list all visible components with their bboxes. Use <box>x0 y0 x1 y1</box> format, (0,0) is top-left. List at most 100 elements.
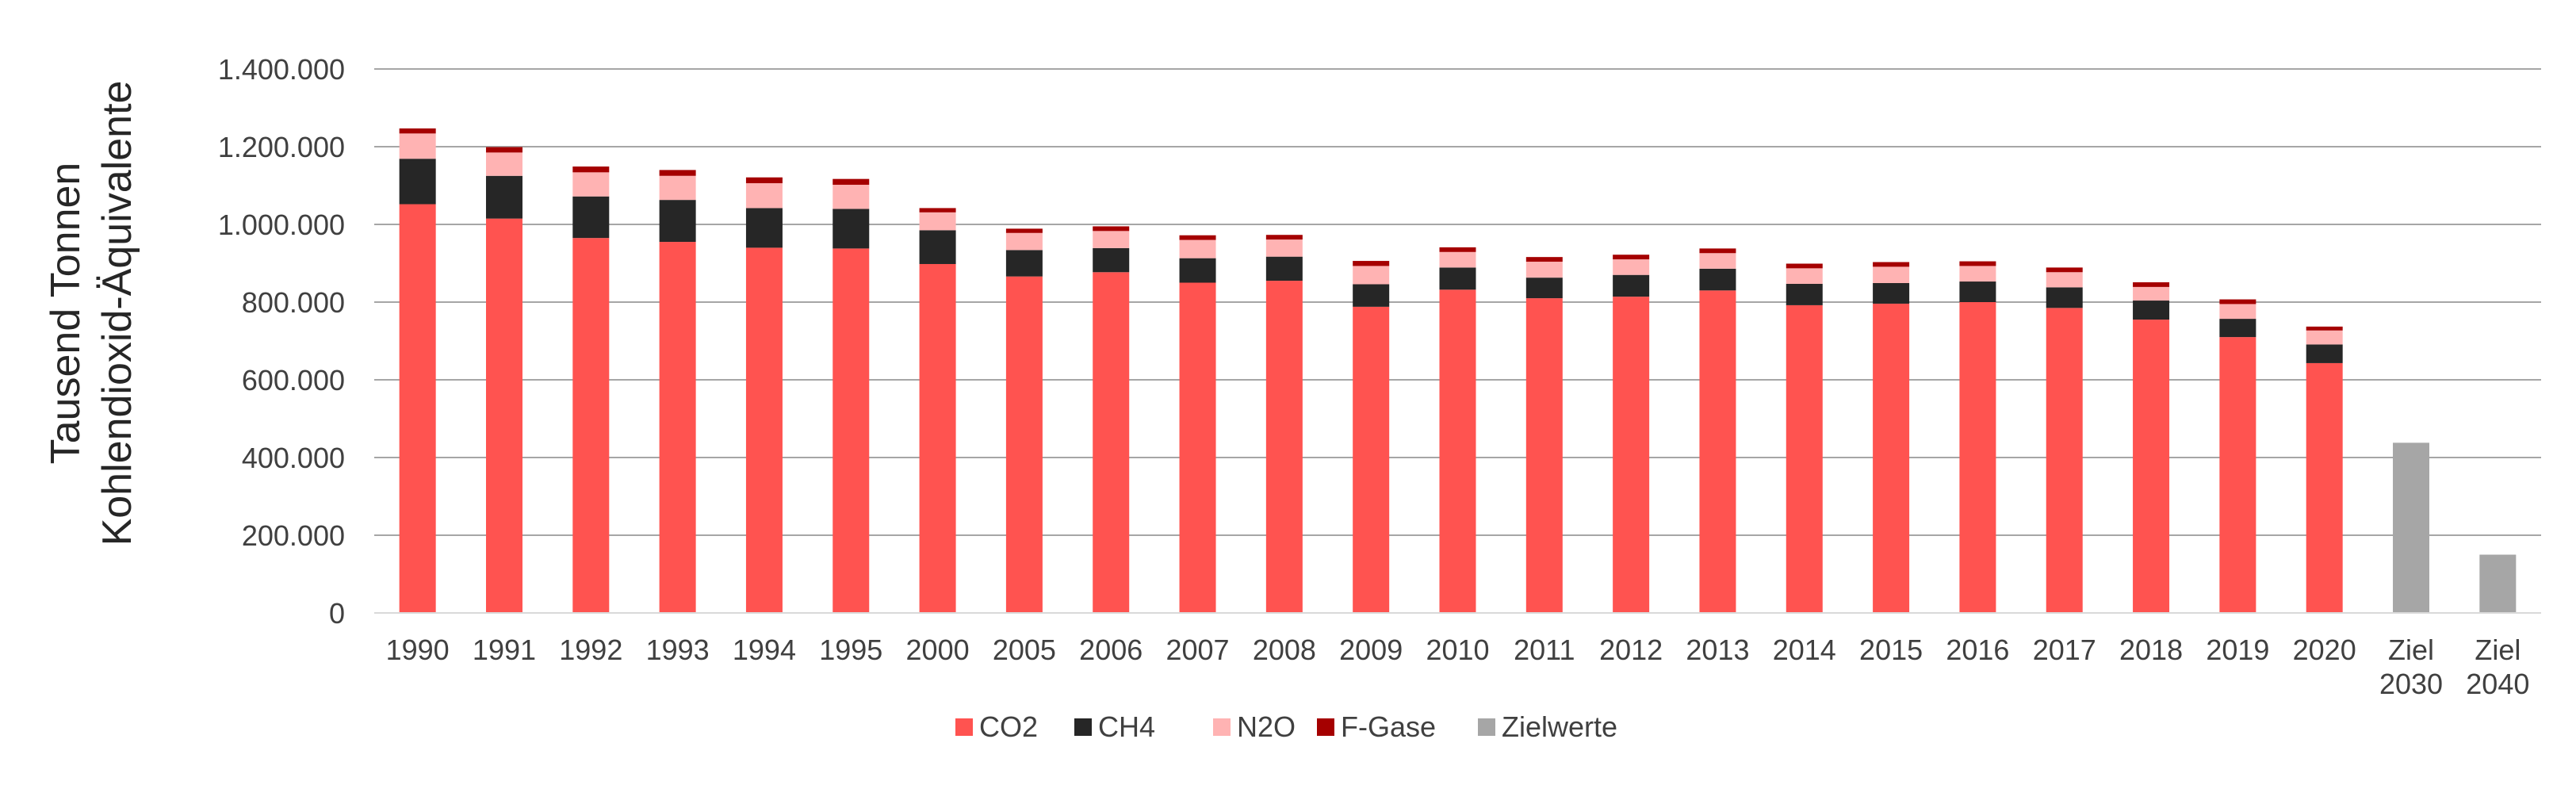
bar-segment-n2o <box>1699 253 1736 269</box>
bar-segment-co2 <box>2219 337 2256 613</box>
bar-segment-n2o <box>1005 232 1043 251</box>
bar-segment-zielwerte <box>2393 442 2430 613</box>
legend-label: CH4 <box>1098 710 1155 743</box>
x-tick-label: 1990 <box>386 634 450 666</box>
bar-segment-f-gase <box>1873 262 1910 267</box>
x-tick-label: 2009 <box>1339 634 1403 666</box>
bar-segment-n2o <box>572 172 610 197</box>
x-tick-label: 2010 <box>1426 634 1489 666</box>
x-tick-label: 2018 <box>2119 634 2183 666</box>
x-axis-tick-labels: 1990 1991 1992 1993 1994 1995 2000 2005 2006 2007… <box>386 634 2530 700</box>
bar-segment-n2o <box>745 183 783 209</box>
y-axis-title: Tausend Tonnen Kohlendioxid-Äquivalente <box>43 81 140 546</box>
bar-segment-f-gase <box>1959 261 1996 266</box>
x-tick-label: 2008 <box>1253 634 1316 666</box>
bar-segment-ch4 <box>1699 268 1736 291</box>
bar-segment-co2 <box>1525 298 1563 613</box>
bar-segment-co2 <box>833 248 870 613</box>
bar-segment-ch4 <box>2219 319 2256 338</box>
x-tick-label: 2007 <box>1166 634 1229 666</box>
bar-segment-f-gase <box>1699 248 1736 254</box>
bar-segment-ch4 <box>1959 281 1996 302</box>
x-tick-label: 2011 <box>1514 634 1575 666</box>
bar-segment-co2 <box>1699 290 1736 613</box>
bar-segment-n2o <box>2046 272 2083 288</box>
bar-segment-f-gase <box>2133 282 2170 287</box>
bar-segment-co2 <box>1265 281 1303 613</box>
legend-swatch <box>1074 718 1092 736</box>
bar-segment-n2o <box>1093 231 1130 248</box>
bar-segment-co2 <box>399 204 436 613</box>
legend-swatch <box>1478 718 1495 736</box>
y-tick-label: 400.000 <box>242 442 345 474</box>
bar-segment-f-gase <box>745 177 783 184</box>
legend-item-zielwerte: Zielwerte <box>1478 710 1617 743</box>
bar-segment-f-gase <box>1353 261 1390 266</box>
bar-segment-co2 <box>2133 320 2170 613</box>
x-tick-label: 2016 <box>1946 634 2009 666</box>
bar-segment-n2o <box>1873 266 1910 283</box>
bar-segment-co2 <box>572 238 610 613</box>
y-tick-label: 600.000 <box>242 364 345 396</box>
x-tick-label: 2017 <box>2033 634 2096 666</box>
y-axis-tick-labels: 0 200.000 400.000 600.000 800.000 1.000.000 1.… <box>218 53 345 630</box>
bar-segment-ch4 <box>1525 278 1563 299</box>
legend-swatch <box>955 718 973 736</box>
bar-segment-n2o <box>1439 251 1476 268</box>
bar-segment-co2 <box>1353 306 1390 613</box>
bar-segment-n2o <box>2219 304 2256 320</box>
x-tick-label: 2020 <box>2293 634 2356 666</box>
bar-segment-ch4 <box>2133 301 2170 320</box>
x-tick-label: Ziel 2040 <box>2466 634 2529 700</box>
bar-segment-f-gase <box>485 147 522 153</box>
bar-segment-f-gase <box>2046 267 2083 273</box>
bar-segment-n2o <box>2133 286 2170 301</box>
legend-swatch <box>1317 718 1334 736</box>
bar-segment-co2 <box>1439 289 1476 613</box>
legend-item-co2: CO2 <box>955 710 1038 743</box>
x-tick-label: 1992 <box>559 634 622 666</box>
legend-item-ch4: CH4 <box>1074 710 1155 743</box>
bar-segment-ch4 <box>485 175 522 219</box>
bar-segment-ch4 <box>399 159 436 205</box>
bar-segment-ch4 <box>2046 287 2083 308</box>
bar-segment-ch4 <box>1093 247 1130 273</box>
bar-segment-f-gase <box>1179 235 1216 240</box>
bar-segment-ch4 <box>745 208 783 248</box>
x-tick-label: 2015 <box>1859 634 1923 666</box>
bar-segment-ch4 <box>919 230 956 264</box>
y-tick-label: 800.000 <box>242 286 345 319</box>
bar-segment-ch4 <box>2306 344 2343 363</box>
x-tick-label: 1991 <box>473 634 536 666</box>
bar-segment-co2 <box>2306 362 2343 613</box>
x-tick-label: 1995 <box>819 634 882 666</box>
bar-segment-ch4 <box>1613 274 1650 297</box>
x-tick-label: 2014 <box>1773 634 1836 666</box>
bar-segment-ch4 <box>833 209 870 249</box>
y-tick-label: 200.000 <box>242 519 345 552</box>
bar-segment-ch4 <box>1179 258 1216 283</box>
legend-label: N2O <box>1237 710 1296 743</box>
x-tick-label: 2006 <box>1079 634 1143 666</box>
bar-segment-f-gase <box>2306 326 2343 331</box>
x-tick-label: 1994 <box>733 634 796 666</box>
bar-segment-n2o <box>399 133 436 159</box>
bar-segment-ch4 <box>1265 256 1303 281</box>
x-tick-label: 2012 <box>1599 634 1663 666</box>
bar-segment-n2o <box>1613 259 1650 275</box>
legend-item-f-gase: F-Gase <box>1317 710 1436 743</box>
x-tick-label: Ziel 2030 <box>2379 634 2443 700</box>
bar-segment-f-gase <box>1525 257 1563 262</box>
y-tick-label: 0 <box>329 597 345 630</box>
bar-segment-co2 <box>1005 276 1043 613</box>
legend-label: Zielwerte <box>1502 710 1617 743</box>
x-tick-label: 2013 <box>1686 634 1749 666</box>
bars <box>399 128 2517 613</box>
bar-segment-n2o <box>919 212 956 231</box>
bar-segment-f-gase <box>1439 247 1476 252</box>
legend-label: F-Gase <box>1341 710 1436 743</box>
legend-item-n2o: N2O <box>1213 710 1296 743</box>
y-tick-label: 1.400.000 <box>218 53 345 86</box>
x-tick-label: 2005 <box>993 634 1056 666</box>
